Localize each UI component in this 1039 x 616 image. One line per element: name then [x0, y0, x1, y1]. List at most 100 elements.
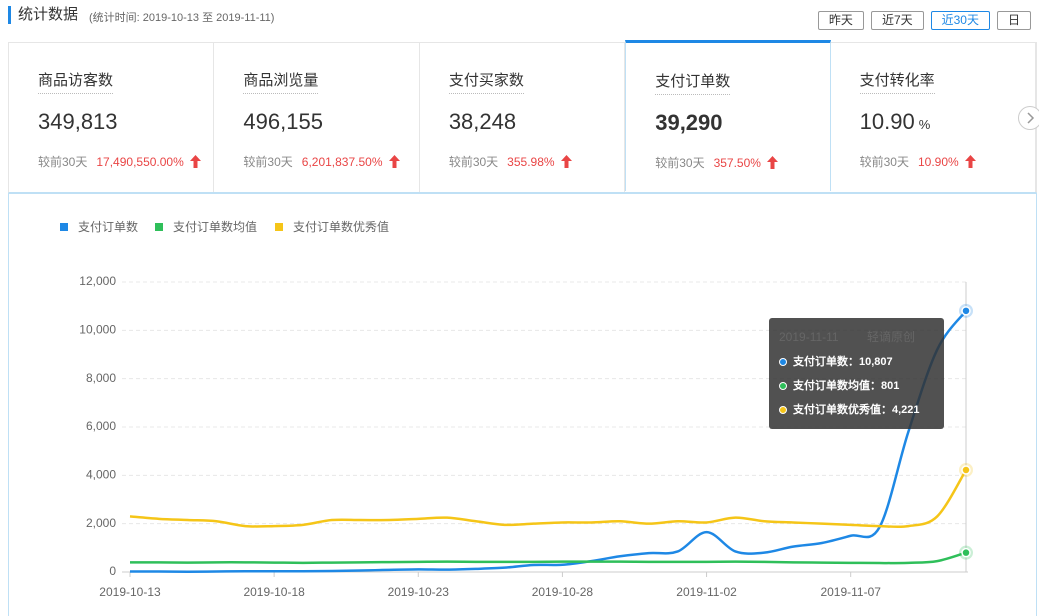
series-line [129, 551, 967, 565]
metric-label: 支付订单数 [655, 70, 731, 95]
tooltip-value: 10,807 [859, 356, 893, 368]
tooltip-row: 支付订单数均值：801 [792, 378, 899, 392]
x-tick-label: 2019-11-07 [820, 585, 881, 599]
hover-point [961, 547, 971, 558]
tooltip-dot [779, 382, 787, 390]
metric-compare: 较前30天 10.90% [860, 153, 976, 171]
tooltip-row: 支付订单数优秀值：4,221 [792, 402, 920, 416]
y-tick-label: 0 [109, 564, 116, 578]
tooltip-row: 支付订单数：10,807 [792, 354, 893, 368]
metric-number: 38,248 [448, 109, 517, 134]
series-line [129, 469, 968, 529]
metric-number: 39,290 [655, 110, 723, 135]
compare-label: 较前30天 [243, 155, 293, 169]
chart-panel [8, 193, 1037, 616]
range-button[interactable]: 昨天 [817, 11, 864, 30]
metric-card[interactable]: 支付转化率 10.90% 较前30天 10.90% [831, 43, 1037, 192]
metric-label: 支付买家数 [448, 69, 524, 94]
tooltip-separator: ： [848, 356, 859, 368]
metric-number: 10.90 [859, 109, 915, 134]
metric-card[interactable]: 商品浏览量 496,155 较前30天 6,201,837.50% [214, 43, 420, 192]
hover-point [961, 306, 971, 316]
y-tick-label: 4,000 [86, 468, 116, 482]
up-arrow-icon [964, 155, 976, 168]
range-button[interactable]: 日 [996, 11, 1031, 30]
up-arrow [766, 156, 778, 172]
legend-label: 支付订单数均值 [173, 219, 257, 234]
compare-change: 6,201,837.50% [301, 155, 383, 169]
compare-change: 10.90% [917, 155, 959, 169]
tooltip-value: 4,221 [892, 404, 920, 416]
tooltip-name: 支付订单数 [792, 354, 849, 368]
metric-unit: % [918, 117, 931, 132]
metric-card[interactable]: 支付买家数 38,248 较前30天 355.98% [420, 43, 626, 192]
up-arrow-icon [766, 156, 778, 169]
up-arrow [964, 155, 976, 171]
compare-change: 355.98% [507, 155, 555, 169]
up-arrow-icon [189, 155, 201, 168]
tooltip-separator: ： [870, 380, 881, 392]
compare-label: 较前30天 [448, 155, 499, 169]
tooltip-dot [779, 406, 787, 414]
x-tick-label: 2019-10-28 [532, 585, 594, 599]
legend-swatch [155, 223, 163, 231]
compare-label: 较前30天 [38, 155, 88, 169]
tooltip-separator: ： [881, 404, 892, 416]
page-subtitle: (统计时间: 2019-10-13 至 2019-11-11) [89, 12, 275, 24]
x-tick-label: 2019-10-18 [243, 585, 305, 599]
y-tick-label: 12,000 [79, 274, 116, 288]
legend-swatch [275, 223, 283, 231]
metric-label: 支付转化率 [859, 69, 935, 94]
metric-compare: 较前30天 355.98% [449, 153, 572, 171]
metric-number: 496,155 [243, 109, 323, 134]
legend-label: 支付订单数 [78, 219, 138, 234]
hover-point [961, 465, 971, 475]
tooltip-value: 801 [881, 380, 899, 392]
metric-cards: 商品访客数 349,813 较前30天 17,490,550.00% 商品浏览量 496,… [8, 40, 1037, 193]
tooltip-name: 支付订单数优秀值 [792, 402, 881, 416]
metric-label: 商品浏览量 [243, 69, 319, 94]
compare-change: 17,490,550.00% [96, 155, 184, 169]
y-tick-label: 6,000 [86, 419, 116, 433]
range-button[interactable]: 近30天 [930, 11, 990, 30]
compare-label: 较前30天 [859, 155, 909, 169]
metric-value: 496,155 [243, 109, 323, 135]
y-tick-label: 10,000 [79, 323, 116, 337]
compare-change: 357.50% [713, 156, 761, 170]
legend-label: 支付订单数优秀值 [293, 219, 389, 234]
metric-compare: 较前30天 17,490,550.00% [38, 153, 201, 171]
metric-number: 349,813 [38, 109, 118, 134]
metric-card[interactable]: 商品访客数 349,813 较前30天 17,490,550.00% [9, 43, 215, 192]
range-button[interactable]: 近7天 [870, 11, 924, 30]
metric-label: 商品访客数 [38, 69, 114, 94]
x-tick-label: 2019-11-02 [676, 585, 737, 599]
metric-value: 39,290 [655, 110, 722, 136]
metric-compare: 较前30天 357.50% [655, 154, 778, 172]
tooltip-box [769, 318, 944, 429]
tooltip-dot [779, 358, 787, 366]
up-arrow [388, 155, 400, 171]
compare-label: 较前30天 [655, 156, 705, 170]
up-arrow-icon [388, 155, 400, 168]
tooltip-name: 支付订单数均值 [792, 378, 870, 392]
up-arrow [560, 155, 572, 171]
up-arrow [189, 155, 201, 171]
next-icon [1027, 112, 1035, 124]
y-tick-label: 2,000 [86, 516, 116, 530]
y-tick-label: 8,000 [86, 371, 116, 385]
next-button[interactable] [1018, 106, 1039, 130]
metric-value: 10.90% [860, 109, 931, 135]
metric-card[interactable]: 支付订单数 39,290 较前30天 357.50% [625, 40, 831, 191]
metric-compare: 较前30天 6,201,837.50% [243, 153, 400, 171]
tooltip-note: 轻谪原创 [867, 329, 915, 344]
legend-swatch [60, 223, 68, 231]
tooltip-date: 2019-11-11 [779, 330, 839, 344]
range-buttons: 昨天 近7天 近30天日 [817, 11, 1031, 30]
series-line [129, 310, 968, 574]
metric-value: 38,248 [449, 109, 516, 135]
metric-value: 349,813 [38, 109, 118, 135]
up-arrow-icon [560, 155, 572, 168]
x-tick-label: 2019-10-13 [99, 585, 161, 599]
